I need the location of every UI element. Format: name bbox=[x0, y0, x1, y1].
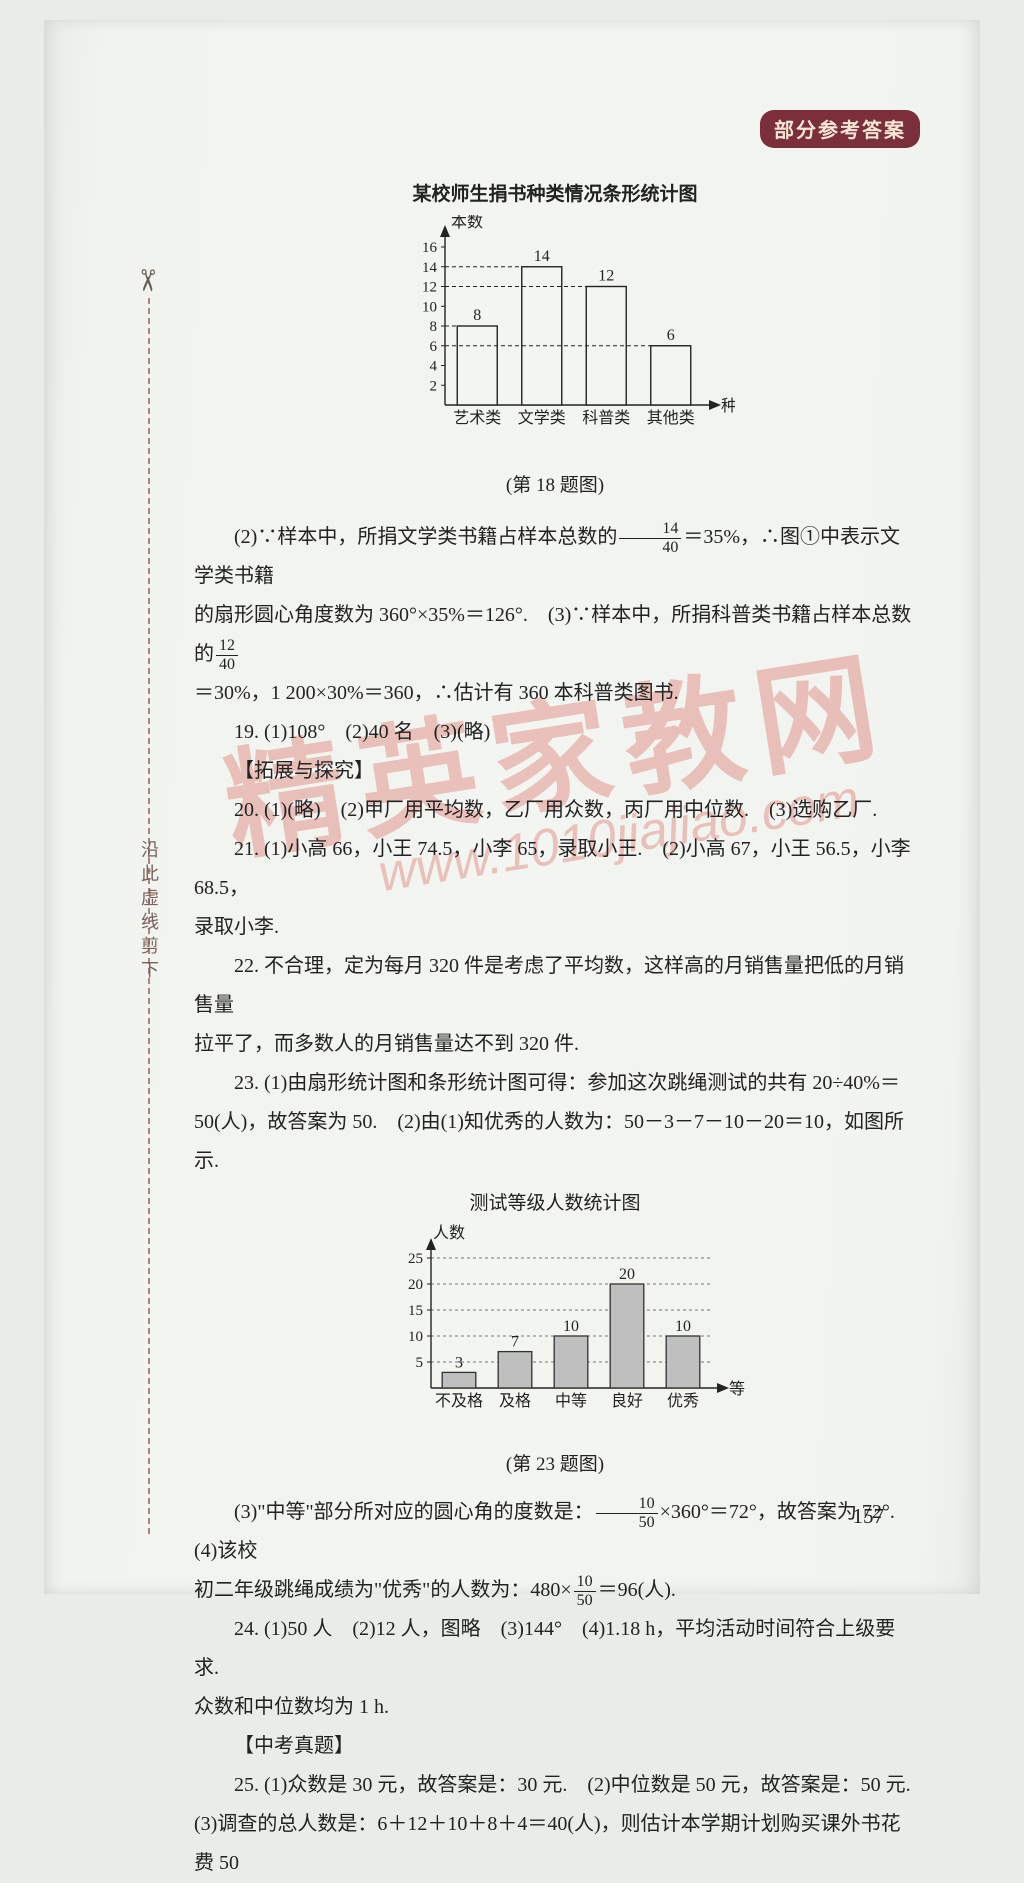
svg-text:8: 8 bbox=[430, 319, 438, 335]
svg-text:5: 5 bbox=[416, 1355, 424, 1371]
fraction: 1050 bbox=[596, 1496, 658, 1531]
chart-18-figure: 2 4 6 8 10 12 14 16 本数种类 8 艺术类 14 文学类 12 科普类 6 其他类 bbox=[375, 215, 735, 445]
section-heading: 【拓展与探究】 bbox=[194, 752, 916, 791]
svg-text:2: 2 bbox=[430, 378, 438, 394]
scissors-icon: ✂ bbox=[129, 267, 165, 293]
frac-d: 40 bbox=[619, 539, 681, 556]
header-badge: 部分参考答案 bbox=[760, 110, 920, 148]
svg-text:艺术类: 艺术类 bbox=[453, 409, 501, 427]
svg-text:10: 10 bbox=[563, 1318, 579, 1335]
chart-23-figure: 5 10 15 20 25 人数等级 3 不及格 7 及格 10 中等 20 良好 10 优秀 bbox=[365, 1224, 745, 1424]
text-line: (2)∵样本中，所捐文学类书籍占样本总数的1440＝35%，∴图①中表示文学类书… bbox=[194, 518, 916, 596]
svg-text:种类: 种类 bbox=[721, 397, 735, 415]
frac-d: 50 bbox=[596, 1514, 658, 1531]
svg-text:良好: 良好 bbox=[611, 1392, 643, 1410]
svg-text:其他类: 其他类 bbox=[647, 409, 695, 427]
svg-text:12: 12 bbox=[422, 280, 437, 296]
cut-guide-label: 沿此虚线剪下 bbox=[136, 840, 162, 984]
chart-23-block: 测试等级人数统计图 5 10 15 20 25 人数等级 3 不及格 7 及格 10 中等 20 良好 10… bbox=[194, 1185, 916, 1483]
svg-text:不及格: 不及格 bbox=[435, 1392, 483, 1410]
text-line: 的扇形圆心角度数为 360°×35%＝126°. (3)∵样本中，所捐科普类书籍… bbox=[194, 596, 916, 674]
svg-text:科普类: 科普类 bbox=[582, 409, 630, 427]
frac-d: 50 bbox=[574, 1592, 596, 1609]
svg-text:7: 7 bbox=[511, 1334, 519, 1351]
fraction: 1240 bbox=[216, 638, 238, 673]
chart-18-title: 某校师生捐书种类情况条形统计图 bbox=[194, 176, 916, 213]
svg-text:10: 10 bbox=[422, 299, 437, 315]
page-content: 某校师生捐书种类情况条形统计图 2 4 6 8 10 12 14 16 本数种类 8 艺术类 14 文学… bbox=[194, 176, 916, 1534]
svg-text:6: 6 bbox=[430, 339, 438, 355]
svg-text:6: 6 bbox=[667, 327, 675, 344]
text-line: 24. (1)50 人 (2)12 人，图略 (3)144° (4)1.18 h… bbox=[194, 1610, 916, 1688]
frac-n: 14 bbox=[619, 521, 681, 539]
svg-text:14: 14 bbox=[422, 260, 438, 276]
text-line: (3)调查的总人数是：6＋12＋10＋8＋4＝40(人)，则估计本学期计划购买课… bbox=[194, 1805, 916, 1883]
text-line: 众数和中位数均为 1 h. bbox=[194, 1688, 916, 1727]
svg-text:4: 4 bbox=[430, 359, 438, 375]
chart-18-block: 某校师生捐书种类情况条形统计图 2 4 6 8 10 12 14 16 本数种类 8 艺术类 14 文学… bbox=[194, 176, 916, 504]
svg-text:优秀: 优秀 bbox=[667, 1392, 699, 1410]
text-line: 初二年级跳绳成绩为"优秀"的人数为：480×1050＝96(人). bbox=[194, 1571, 916, 1610]
fraction: 1050 bbox=[574, 1574, 596, 1609]
fraction: 1440 bbox=[619, 521, 681, 556]
page-number: 157 bbox=[853, 1504, 885, 1529]
text: 初二年级跳绳成绩为"优秀"的人数为：480× bbox=[194, 1579, 572, 1601]
svg-text:20: 20 bbox=[619, 1266, 635, 1283]
frac-n: 12 bbox=[216, 638, 238, 656]
svg-text:及格: 及格 bbox=[499, 1392, 531, 1410]
chart-18-caption: (第 18 题图) bbox=[194, 467, 916, 504]
svg-text:文学类: 文学类 bbox=[518, 409, 566, 427]
svg-text:8: 8 bbox=[473, 307, 481, 324]
svg-text:12: 12 bbox=[598, 268, 614, 285]
svg-text:16: 16 bbox=[422, 240, 438, 256]
text-line: ＝30%，1 200×30%＝360，∴估计有 360 本科普类图书. bbox=[194, 674, 916, 713]
text: 的扇形圆心角度数为 360°×35%＝126°. (3)∵样本中，所捐科普类书籍… bbox=[194, 604, 911, 665]
text-line: (3)"中等"部分所对应的圆心角的度数是：1050×360°＝72°，故答案为 … bbox=[194, 1493, 916, 1571]
text-line: 23. (1)由扇形统计图和条形统计图可得：参加这次跳绳测试的共有 20÷40%… bbox=[194, 1064, 916, 1103]
chart-23-title: 测试等级人数统计图 bbox=[194, 1185, 916, 1222]
frac-n: 10 bbox=[574, 1574, 596, 1592]
svg-text:20: 20 bbox=[408, 1277, 423, 1293]
text-line: 25. (1)众数是 30 元，故答案是：30 元. (2)中位数是 50 元，… bbox=[194, 1766, 916, 1805]
frac-n: 10 bbox=[596, 1496, 658, 1514]
svg-text:中等: 中等 bbox=[555, 1392, 587, 1410]
text-line: 拉平了，而多数人的月销售量达不到 320 件. bbox=[194, 1025, 916, 1064]
text: (3)"中等"部分所对应的圆心角的度数是： bbox=[234, 1501, 594, 1523]
text-line: 20. (1)(略) (2)甲厂用平均数，乙厂用众数，丙厂用中位数. (3)选购… bbox=[194, 791, 916, 830]
svg-text:15: 15 bbox=[408, 1303, 423, 1319]
svg-text:14: 14 bbox=[534, 248, 550, 265]
svg-text:10: 10 bbox=[675, 1318, 691, 1335]
text-line: 19. (1)108° (2)40 名 (3)(略) bbox=[194, 713, 916, 752]
svg-text:10: 10 bbox=[408, 1329, 423, 1345]
section-heading: 【中考真题】 bbox=[194, 1727, 916, 1766]
text-line: 录取小李. bbox=[194, 908, 916, 947]
svg-text:等级: 等级 bbox=[729, 1380, 745, 1398]
svg-text:本数: 本数 bbox=[451, 215, 483, 231]
svg-text:3: 3 bbox=[455, 1355, 463, 1372]
text: (2)∵样本中，所捐文学类书籍占样本总数的 bbox=[234, 526, 617, 548]
page-container: 部分参考答案 ✂ 沿此虚线剪下 精英家教网 www.1010jiajiao.co… bbox=[44, 20, 980, 1594]
text: ＝96(人). bbox=[598, 1579, 676, 1601]
text-line: 22. 不合理，定为每月 320 件是考虑了平均数，这样高的月销售量把低的月销售… bbox=[194, 947, 916, 1025]
chart-23-caption: (第 23 题图) bbox=[194, 1446, 916, 1483]
svg-text:人数: 人数 bbox=[433, 1224, 465, 1242]
text-line: 21. (1)小高 66，小王 74.5，小李 65，录取小王. (2)小高 6… bbox=[194, 830, 916, 908]
frac-d: 40 bbox=[216, 656, 238, 673]
text-line: 50(人)，故答案为 50. (2)由(1)知优秀的人数为：50－3－7－10－… bbox=[194, 1103, 916, 1181]
svg-text:25: 25 bbox=[408, 1251, 423, 1267]
